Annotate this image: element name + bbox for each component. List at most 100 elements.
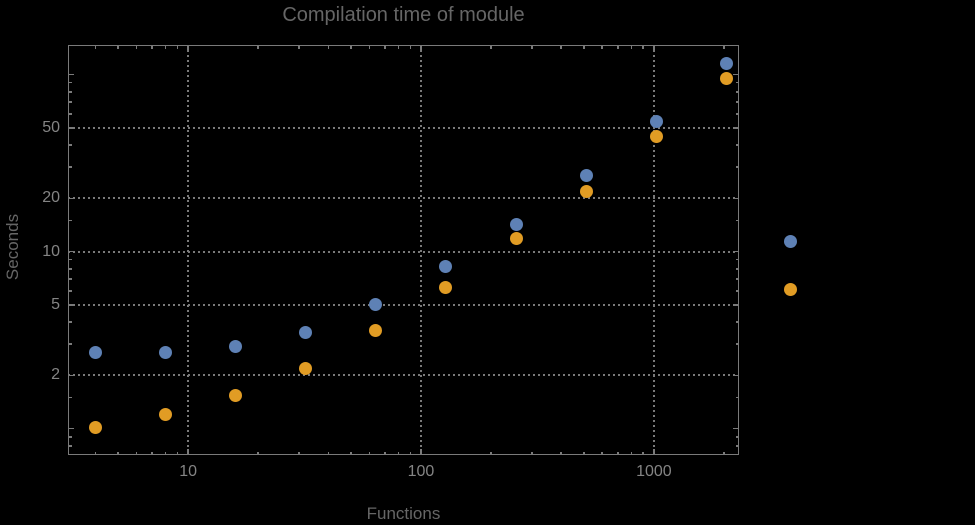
x-tick: [583, 45, 585, 49]
x-tick: [409, 451, 412, 455]
x-tick: [397, 451, 400, 455]
x-tick: [298, 451, 300, 455]
legend-marker-series2: [784, 283, 797, 296]
y-tick: [68, 81, 72, 84]
y-tick: [68, 268, 72, 270]
y-tick: [68, 258, 72, 261]
x-tick: [368, 45, 371, 49]
y-tick: [735, 268, 739, 270]
x-tick: [117, 45, 119, 49]
x-axis-label: Functions: [366, 504, 441, 523]
x-tick: [397, 45, 400, 49]
data-point-series-2-orange-x32: [299, 362, 313, 376]
y-tick: [735, 343, 739, 345]
y-tick: [735, 166, 739, 168]
data-point-series-2-orange-x2048: [719, 72, 733, 86]
x-tick: [490, 45, 492, 49]
data-point-series-2-orange-x4: [88, 420, 102, 434]
y-tick: [68, 127, 74, 129]
y-tick: [733, 73, 739, 76]
y-tick: [68, 73, 74, 76]
y-tick: [68, 304, 74, 306]
y-tick: [735, 321, 739, 323]
gridline-horizontal: [68, 197, 739, 200]
x-tick: [409, 45, 412, 49]
x-tick: [257, 451, 259, 455]
x-tick: [94, 45, 97, 49]
y-tick: [68, 144, 72, 146]
data-point-series-1-blue-x8: [159, 345, 173, 359]
y-tick-label: 2: [51, 366, 60, 384]
x-tick: [630, 45, 633, 49]
y-tick: [733, 374, 739, 377]
y-tick: [735, 290, 739, 292]
y-tick: [68, 250, 74, 253]
y-tick: [735, 258, 739, 261]
x-tick: [176, 451, 179, 455]
y-tick: [68, 427, 74, 430]
y-tick: [68, 278, 72, 280]
x-tick: [384, 45, 386, 49]
y-tick: [68, 321, 72, 323]
y-tick: [733, 250, 739, 253]
y-tick: [68, 101, 72, 103]
gridline-horizontal: [68, 250, 739, 253]
x-tick-label: 10: [179, 463, 197, 480]
y-tick: [735, 113, 739, 115]
data-point-series-1-blue-x128: [439, 260, 453, 274]
data-point-series-2-orange-x8: [159, 408, 173, 422]
data-point-series-1-blue-x256: [509, 217, 523, 231]
legend-marker-series1: [784, 235, 797, 248]
y-tick: [735, 144, 739, 146]
data-point-series-2-orange-x256: [509, 232, 523, 246]
x-tick: [420, 449, 422, 455]
y-tick: [735, 278, 739, 280]
x-tick: [117, 451, 119, 455]
y-tick: [68, 166, 72, 168]
x-tick: [350, 45, 352, 49]
x-tick: [176, 45, 179, 49]
x-tick: [630, 451, 633, 455]
data-point-series-1-blue-x32: [299, 325, 313, 339]
gridline-vertical: [652, 45, 655, 455]
x-tick: [723, 45, 725, 49]
x-tick: [187, 449, 189, 455]
y-tick-label: 20: [42, 189, 60, 207]
x-tick: [257, 45, 259, 49]
data-point-series-1-blue-x1024: [649, 115, 663, 129]
y-tick-label: 10: [42, 242, 60, 260]
data-point-series-2-orange-x512: [579, 184, 593, 198]
x-tick: [384, 451, 386, 455]
legend: [784, 235, 797, 296]
y-tick: [735, 81, 739, 84]
y-tick: [68, 113, 72, 115]
x-tick: [490, 451, 492, 455]
x-tick: [653, 45, 655, 51]
y-tick: [68, 374, 74, 377]
x-tick: [723, 451, 725, 455]
gridline-horizontal: [68, 374, 739, 377]
x-tick: [617, 451, 619, 455]
x-tick: [653, 449, 655, 455]
y-tick-label: 50: [42, 118, 60, 136]
x-tick: [151, 45, 153, 49]
y-tick: [735, 436, 739, 438]
x-tick: [642, 45, 644, 49]
y-tick: [735, 445, 739, 447]
y-tick: [68, 290, 72, 292]
y-tick: [68, 436, 72, 438]
gridline-horizontal: [68, 303, 739, 306]
x-tick: [327, 45, 330, 49]
x-tick: [135, 45, 138, 49]
data-point-series-2-orange-x1024: [649, 129, 663, 143]
y-tick: [733, 127, 739, 129]
y-tick: [68, 343, 72, 345]
x-tick: [327, 451, 330, 455]
plot-area: [68, 45, 739, 455]
y-tick: [733, 304, 739, 306]
y-tick: [733, 427, 739, 430]
x-tick: [617, 45, 619, 49]
y-tick: [68, 445, 72, 447]
data-point-series-1-blue-x2048: [719, 57, 733, 71]
